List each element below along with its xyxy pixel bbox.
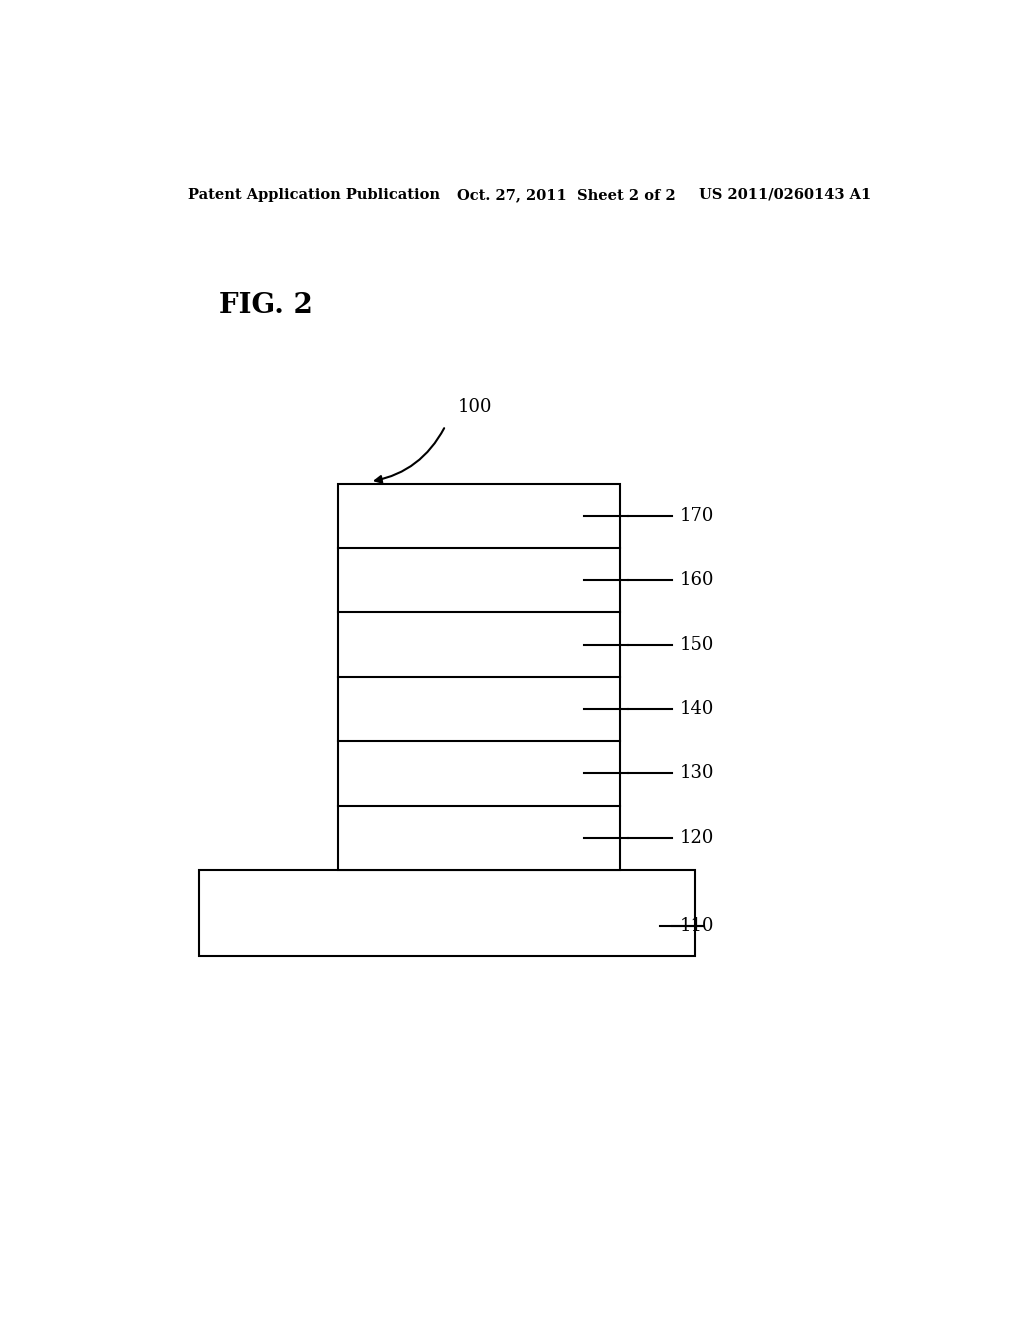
Text: FIG. 2: FIG. 2	[219, 292, 313, 319]
Text: 120: 120	[680, 829, 714, 846]
Text: Patent Application Publication: Patent Application Publication	[187, 187, 439, 202]
Text: Oct. 27, 2011  Sheet 2 of 2: Oct. 27, 2011 Sheet 2 of 2	[458, 187, 676, 202]
Text: 170: 170	[680, 507, 714, 525]
Text: 110: 110	[680, 917, 714, 935]
Text: 150: 150	[680, 635, 714, 653]
Bar	[338, 483, 621, 870]
Bar	[200, 870, 695, 956]
Text: US 2011/0260143 A1: US 2011/0260143 A1	[699, 187, 871, 202]
Text: 130: 130	[680, 764, 714, 783]
Text: 140: 140	[680, 700, 714, 718]
Text: 100: 100	[458, 399, 492, 416]
Text: 160: 160	[680, 572, 714, 589]
